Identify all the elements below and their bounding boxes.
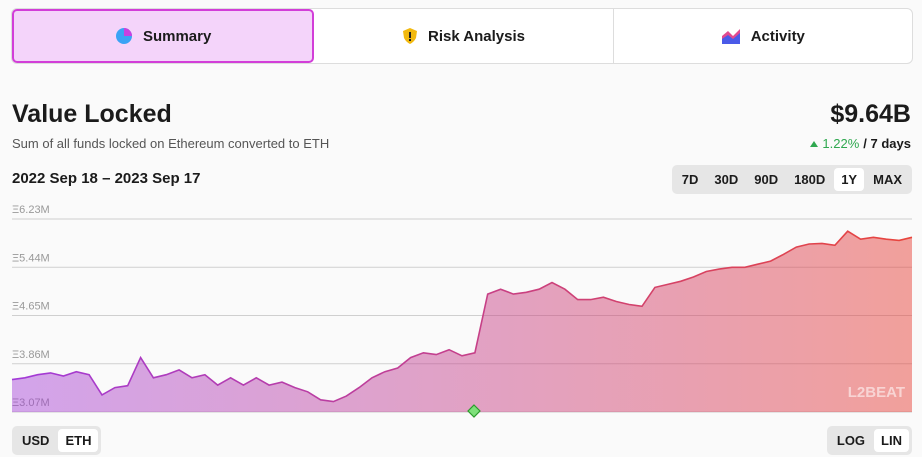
area [12, 231, 912, 412]
tab[interactable]: Activity [614, 9, 912, 63]
change-percent: 1.22% [822, 136, 860, 151]
change-period: / 7 days [863, 136, 911, 151]
toggle-button[interactable]: 180D [794, 172, 826, 187]
total-value: $9.64B [830, 100, 911, 128]
tab[interactable]: Summary [12, 9, 315, 63]
unit-buttons: USD ETH [12, 426, 102, 455]
change: 1.22% / 7 days [810, 136, 911, 151]
tab-label: Activity [750, 27, 805, 45]
tab-label: Summary [142, 27, 212, 45]
toggle-button[interactable]: 1Y [834, 168, 865, 191]
toggle-button[interactable]: USD [22, 433, 50, 448]
y-tick-label: Ξ4.65M [12, 301, 50, 313]
tab[interactable]: Risk Analysis [314, 9, 614, 63]
subtitle: Sum of all funds locked on Ethereum conv… [12, 136, 330, 151]
up-arrow [810, 140, 819, 147]
y-tick-label: Ξ6.23M [12, 204, 50, 216]
range-buttons: 7D 30D 90D 180D 1Y MAX [671, 165, 912, 194]
toggle-button[interactable]: 30D [714, 172, 739, 187]
line [11, 230, 913, 403]
toggle-button[interactable]: LIN [874, 429, 909, 452]
watermark: L2BEAT [848, 384, 905, 401]
toggle-button[interactable]: LOG [836, 433, 866, 448]
title: Value Locked [12, 100, 172, 128]
tabs: Summary Risk Analysis Activity [11, 8, 913, 64]
toggle-button[interactable]: 90D [754, 172, 779, 187]
y-tick-label: Ξ5.44M [12, 252, 50, 264]
scale-buttons: LOG LIN [826, 426, 912, 455]
toggle-button[interactable]: 7D [681, 172, 699, 187]
toggle-button[interactable]: ETH [58, 429, 99, 452]
y-tick-label: Ξ3.86M [12, 349, 50, 361]
event-marker [467, 404, 481, 418]
date-range: 2022 Sep 18 – 2023 Sep 17 [12, 170, 201, 187]
tab-label: Risk Analysis [427, 27, 525, 45]
toggle-button[interactable]: MAX [873, 172, 902, 187]
